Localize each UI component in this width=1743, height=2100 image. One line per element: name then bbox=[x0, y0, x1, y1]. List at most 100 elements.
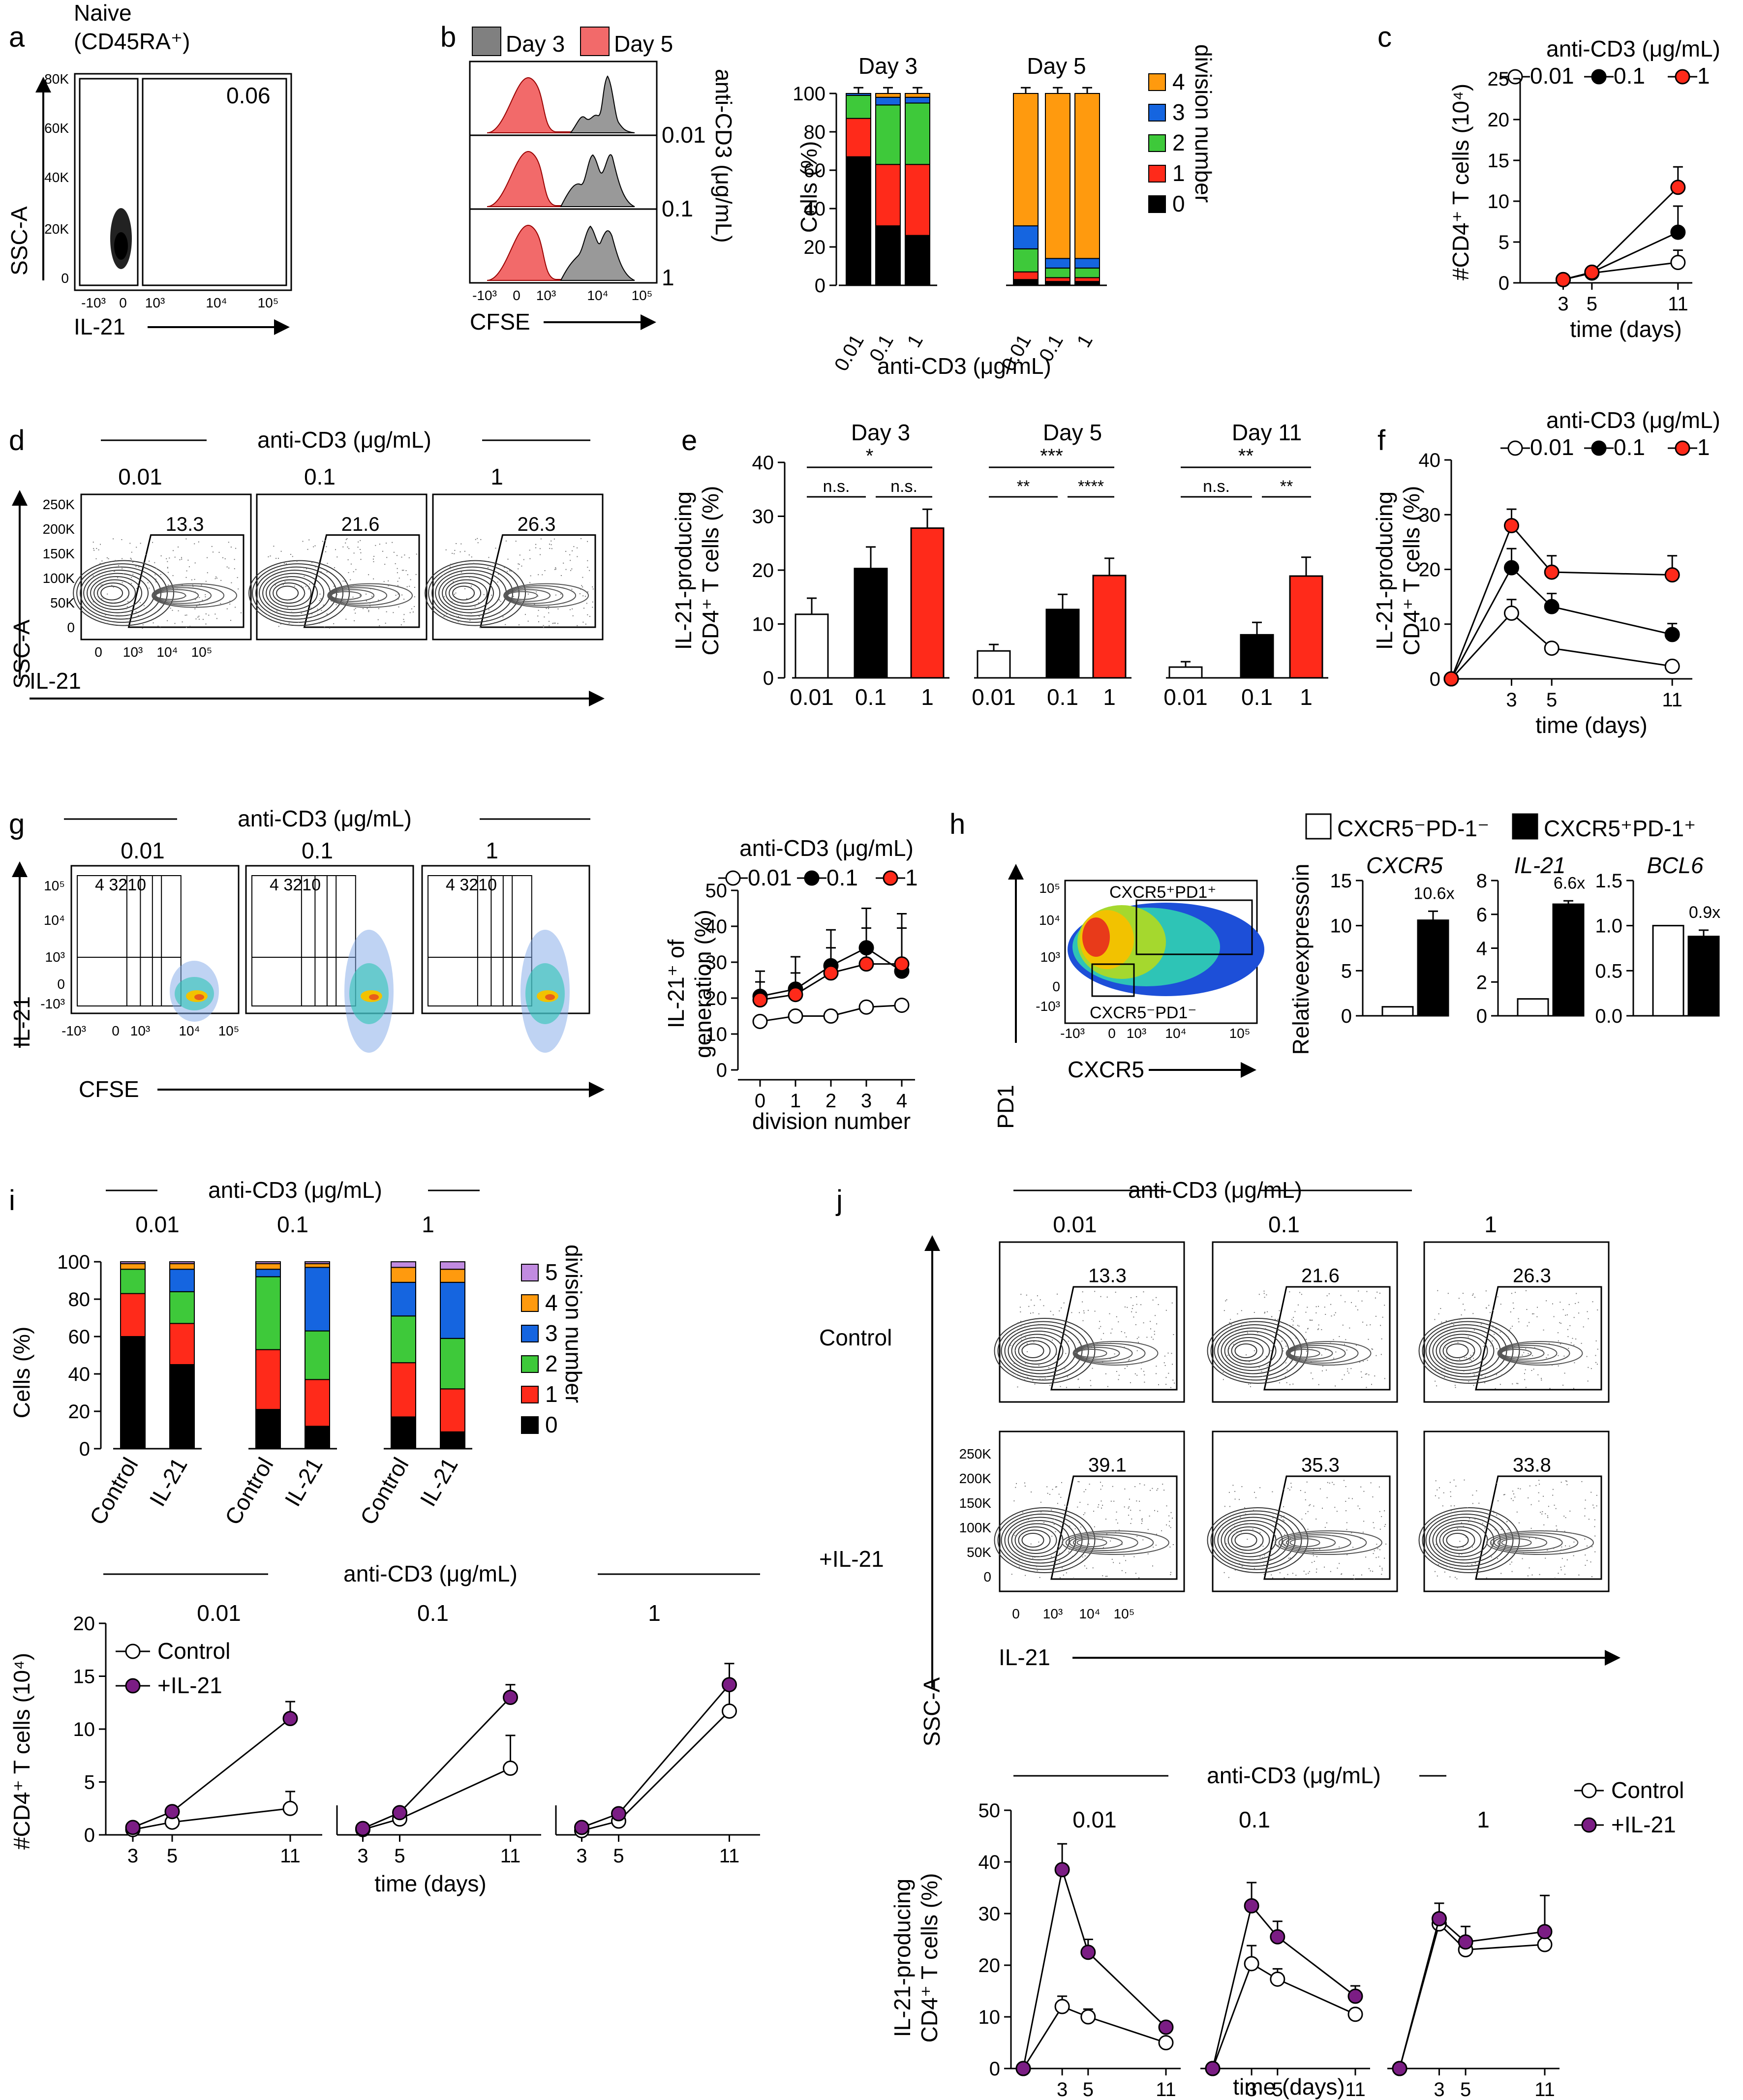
j-il21-plot-0-contour bbox=[1008, 1520, 1070, 1560]
i-legend-swatch-div0 bbox=[521, 1416, 539, 1434]
j-control-plot-0-contour bbox=[1073, 1343, 1146, 1364]
j-control-plot-1-contour bbox=[1286, 1343, 1359, 1364]
panel-g-xlabel: CFSE bbox=[79, 1076, 139, 1102]
j-lines-yaxis-tick-label: 50 bbox=[979, 1800, 1001, 1822]
j-control-plot-0-contour bbox=[1076, 1349, 1107, 1358]
yt: 100K bbox=[43, 571, 75, 586]
i-bar-segment-div1 bbox=[255, 1349, 281, 1410]
g-c-legend-marker bbox=[1507, 69, 1523, 85]
e-bar bbox=[1092, 575, 1127, 679]
j-data-point bbox=[1270, 1929, 1285, 1945]
b-legend-label: 4 bbox=[1172, 69, 1185, 94]
d-plot-1-frame bbox=[256, 493, 428, 640]
j-control-plot-0-gate-value: 13.3 bbox=[1088, 1265, 1127, 1286]
xt: 0 bbox=[119, 295, 127, 310]
h-yaxis-1-tick-label: 6 bbox=[1476, 904, 1487, 926]
yt: -10³ bbox=[40, 996, 65, 1011]
i-series-line bbox=[581, 1684, 730, 1828]
b-bar-xlabel: 0.01 bbox=[830, 331, 868, 375]
xt: -10³ bbox=[81, 295, 106, 310]
j-control-plot-0-contour bbox=[994, 1318, 1096, 1384]
i-data-point bbox=[503, 1761, 518, 1776]
b-bar-segment-div4 bbox=[1045, 93, 1070, 259]
i-bar-segment-div5 bbox=[255, 1261, 281, 1264]
j-legend-marker-il21 bbox=[1581, 1817, 1597, 1833]
yt: 10³ bbox=[45, 949, 65, 965]
j-il21-plot-0-contour bbox=[1065, 1532, 1154, 1553]
i-data-point bbox=[722, 1677, 737, 1693]
j-data-point bbox=[1158, 2035, 1174, 2050]
d-plot-1-contour bbox=[276, 585, 299, 601]
h-ylabel: Relativeexpressoin bbox=[1288, 864, 1314, 1055]
j-xtick: 10³ bbox=[1043, 1606, 1063, 1621]
panel-b-histograms bbox=[487, 75, 635, 281]
j-il21-plot-0-contour bbox=[1076, 1538, 1107, 1547]
g-f-xaxis-tick-label: 5 bbox=[1546, 689, 1557, 711]
xt: 0 bbox=[513, 288, 520, 303]
g-f-legend-label: 0.1 bbox=[1614, 434, 1645, 460]
xt: -10³ bbox=[472, 288, 497, 303]
j-control-plot-2-contour bbox=[1497, 1341, 1583, 1366]
j-xtick: 0 bbox=[1012, 1606, 1020, 1621]
panel-letter-a: a bbox=[9, 21, 25, 53]
e-bar-xlabel: 0.1 bbox=[1241, 684, 1273, 710]
d-plot-0-contour bbox=[73, 560, 175, 626]
j-ytick: 150K bbox=[959, 1495, 992, 1511]
i-lines-yaxis-tick-label: 10 bbox=[73, 1719, 95, 1740]
i-bar-xlabel: Control bbox=[355, 1453, 413, 1529]
j-data-point bbox=[1537, 1937, 1553, 1952]
b-bar-segment-div1 bbox=[875, 164, 901, 227]
i-bar-xlabel: IL-21 bbox=[415, 1453, 462, 1511]
b-legend-swatch-div1 bbox=[1148, 165, 1166, 183]
j-lines-yaxis-tick-label: 20 bbox=[979, 1955, 1001, 1977]
g-plot-gate-numbers: 4 3210 bbox=[270, 876, 321, 894]
j-ytick: 250K bbox=[959, 1446, 992, 1461]
b-bar-segment-div4 bbox=[875, 93, 901, 98]
h-gate-neg bbox=[1091, 963, 1135, 997]
j-control-plot-1-contour bbox=[1289, 1349, 1320, 1358]
j-control-plot-2-contour bbox=[1498, 1343, 1570, 1364]
g-c-legend-marker bbox=[1591, 69, 1607, 85]
h-bar bbox=[1652, 925, 1684, 1017]
j-il21-plot-0-contour bbox=[1014, 1526, 1057, 1554]
b-bar-segment-div3 bbox=[1074, 258, 1100, 269]
j-data-point bbox=[1205, 2061, 1221, 2076]
b-legend-swatch-div3 bbox=[1148, 104, 1166, 122]
j-control-plot-0-contour bbox=[1075, 1347, 1120, 1360]
panel-d-yticks: 250K 200K 150K 100K 50K 0 bbox=[43, 497, 75, 635]
j-anticd3: anti-CD3 (μg/mL) bbox=[1128, 1177, 1302, 1203]
d-plot-0-gate bbox=[127, 534, 245, 628]
b-bar-segment-div2 bbox=[875, 104, 901, 165]
j-il21-plot-0-contour bbox=[1018, 1529, 1051, 1551]
j-control-plot-0-contour bbox=[1011, 1334, 1064, 1368]
j-ytick: 0 bbox=[983, 1569, 991, 1584]
j-lines-dose: 0.1 bbox=[1239, 1807, 1270, 1832]
b-ylabel: Cells (%) bbox=[796, 141, 822, 233]
i-bar-segment-div5 bbox=[120, 1261, 146, 1264]
j-il21-plot-1-contour bbox=[1285, 1536, 1336, 1549]
j-lines-xaxis-tick-label: 5 bbox=[1083, 2079, 1094, 2100]
e-yaxis-tick-label: 30 bbox=[752, 506, 774, 528]
j-il21-plot-1-contour bbox=[1289, 1538, 1320, 1547]
xt: 10⁴ bbox=[156, 644, 178, 660]
h-legend-neg-swatch bbox=[1305, 813, 1332, 840]
yt: 200K bbox=[43, 521, 75, 537]
b-legend-title: division number bbox=[1191, 44, 1216, 203]
j-control-plot-2-contour bbox=[1436, 1334, 1488, 1368]
e-group-title: Day 5 bbox=[1043, 420, 1102, 445]
h-fold-annotation: 10.6x bbox=[1413, 884, 1454, 903]
g-yaxis-tick-label: 30 bbox=[705, 952, 728, 974]
i-lines-xaxis-tick-label: 3 bbox=[357, 1845, 368, 1867]
j-series-line bbox=[1399, 1917, 1545, 2069]
j-lines-yaxis-tick-label: 0 bbox=[989, 2058, 1000, 2080]
g-c-yaxis-tick-label: 25 bbox=[1488, 68, 1510, 90]
j-control-plot-2-contour bbox=[1432, 1331, 1495, 1371]
i-lines-yaxis-tick-label: 20 bbox=[73, 1613, 95, 1635]
g-f-legend-marker bbox=[1591, 440, 1607, 456]
g-c-data-point bbox=[1556, 272, 1571, 287]
e-bar-xlabel: 1 bbox=[921, 684, 934, 710]
b-bar-segment-div3 bbox=[905, 96, 930, 104]
g-c-xlabel: time (days) bbox=[1570, 316, 1682, 342]
i-bar-segment-div1 bbox=[169, 1323, 195, 1365]
